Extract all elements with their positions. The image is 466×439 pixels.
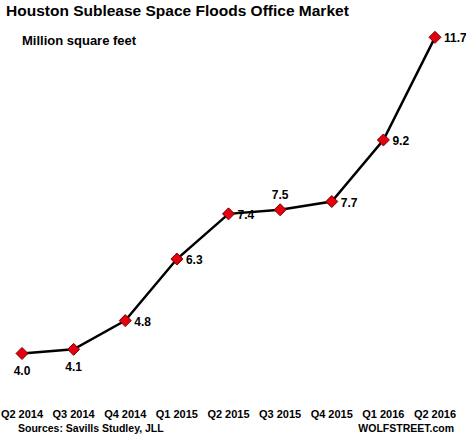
- svg-text:Q3 2014: Q3 2014: [53, 408, 96, 420]
- svg-text:9.2: 9.2: [392, 134, 409, 148]
- svg-text:7.5: 7.5: [272, 188, 289, 202]
- html-text:WOLFSTREET.com: WOLFSTREET.com: [358, 422, 454, 434]
- svg-text:6.3: 6.3: [186, 253, 203, 267]
- svg-text:Q2 2014: Q2 2014: [8, 408, 44, 420]
- svg-text:4.0: 4.0: [14, 364, 31, 378]
- html-text:Houston Sublease Space Floods: Houston Sublease Space Floods Office Mar…: [6, 2, 349, 19]
- svg-text:Q4 2014: Q4 2014: [104, 408, 147, 420]
- html-text:Million square feet: Million square feet: [22, 33, 137, 48]
- svg-text:Q3 2015: Q3 2015: [259, 408, 301, 420]
- svg-text:7.4: 7.4: [238, 208, 255, 222]
- svg-text:4.1: 4.1: [65, 360, 82, 374]
- svg-text:7.7: 7.7: [341, 196, 358, 210]
- svg-text:Q4 2015: Q4 2015: [311, 408, 353, 420]
- svg-text:4.8: 4.8: [134, 315, 151, 329]
- svg-text:11.7: 11.7: [444, 31, 458, 45]
- svg-text:Q2 2015: Q2 2015: [207, 408, 249, 420]
- svg-text:Q1 2015: Q1 2015: [156, 408, 198, 420]
- svg-text:Q2 2016: Q2 2016: [414, 408, 456, 420]
- html-text:Sources: Savills Studley, JLL: Sources: Savills Studley, JLL: [18, 422, 164, 434]
- svg-text:Q1 2016: Q1 2016: [362, 408, 404, 420]
